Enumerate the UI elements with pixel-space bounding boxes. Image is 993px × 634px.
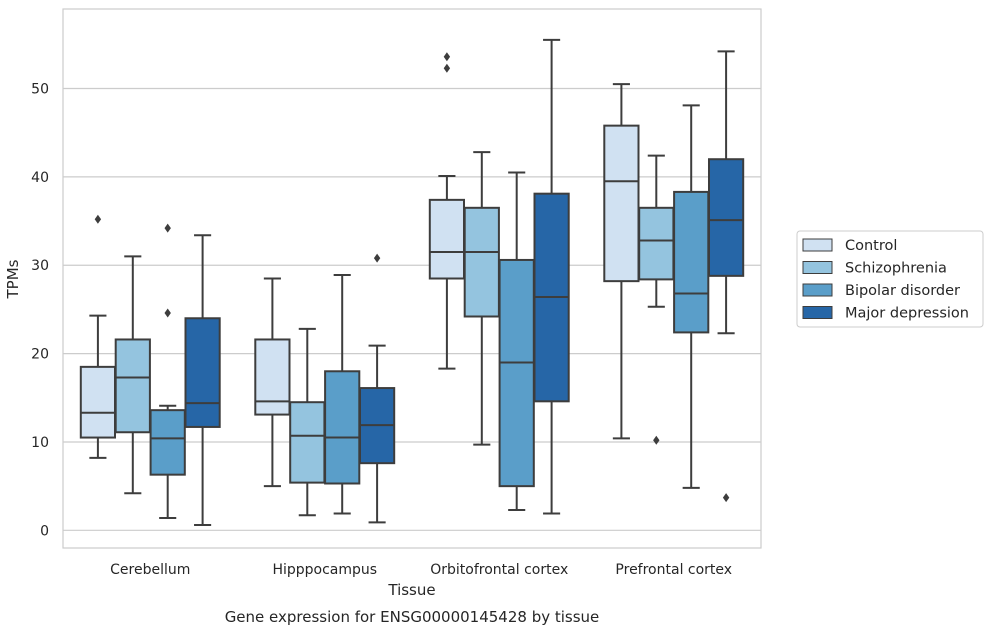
y-axis-title: TPMs	[4, 259, 22, 299]
box-major-depression	[707, 50, 745, 503]
outlier-point	[443, 52, 451, 62]
outlier-point	[653, 435, 660, 445]
legend: Control Schizophrenia Bipolar disorder Majo…	[796, 230, 984, 328]
x-axis-title: Tissue	[387, 581, 435, 599]
y-tick-label: 20	[31, 347, 49, 363]
box-bipolar-disorder	[673, 104, 710, 489]
iqr-box	[638, 206, 675, 281]
iqr-box	[707, 158, 745, 277]
legend-swatch	[802, 306, 833, 319]
x-tick-label: Orbitofrontal cortex	[430, 562, 568, 578]
chart-caption: Gene expression for ENSG00000145428 by t…	[225, 608, 600, 626]
iqr-box	[114, 338, 151, 434]
box-control	[428, 52, 466, 370]
iqr-box	[79, 365, 117, 439]
box-schizophrenia	[638, 154, 675, 445]
outlier-point	[164, 308, 171, 318]
legend-label: Bipolar disorder	[845, 283, 960, 299]
box-control	[79, 214, 117, 459]
iqr-box	[603, 124, 640, 283]
box-schizophrenia	[289, 327, 326, 517]
box-bipolar-disorder	[324, 273, 361, 515]
outlier-point	[164, 223, 171, 233]
box-major-depression	[533, 38, 570, 515]
box-schizophrenia	[114, 255, 151, 495]
iqr-box	[463, 206, 500, 318]
boxes	[79, 38, 745, 527]
iqr-box	[149, 409, 186, 476]
legend-swatch	[802, 261, 833, 274]
y-tick-label: 50	[31, 82, 49, 98]
iqr-box	[428, 198, 466, 280]
legend-label: Schizophrenia	[845, 261, 947, 277]
legend-label: Control	[845, 238, 897, 254]
x-tick-label: Hipppocampus	[272, 562, 377, 578]
iqr-box	[498, 258, 535, 488]
box-bipolar-disorder	[149, 223, 186, 519]
legend-frame	[796, 230, 984, 328]
iqr-box	[673, 190, 710, 334]
box-bipolar-disorder	[498, 171, 535, 512]
box-major-depression	[184, 234, 221, 527]
iqr-box	[289, 401, 326, 484]
iqr-box	[324, 370, 361, 485]
outlier-point	[94, 214, 102, 224]
plot-frame	[62, 8, 762, 549]
outlier-point	[443, 63, 451, 73]
y-tick-label: 30	[31, 258, 49, 274]
y-axis-ticks: 0 10 20 30 40 50	[31, 82, 49, 540]
legend-swatch	[802, 238, 833, 252]
x-tick-label: Cerebellum	[110, 562, 190, 578]
y-tick-label: 10	[31, 435, 49, 451]
legend-label: Major depression	[845, 306, 969, 322]
outlier-point	[373, 253, 381, 263]
box-major-depression	[358, 253, 396, 524]
y-tick-label: 40	[31, 170, 49, 186]
iqr-box	[254, 338, 291, 416]
legend-swatch	[802, 283, 833, 297]
x-tick-label: Prefrontal cortex	[615, 562, 732, 578]
y-tick-label: 0	[40, 523, 49, 539]
outlier-point	[722, 493, 730, 503]
box-control	[254, 277, 291, 488]
box-control	[603, 83, 640, 440]
x-axis-ticks: Cerebellum Hipppocampus Orbitofrontal cort…	[110, 562, 732, 578]
iqr-box	[184, 317, 221, 428]
box-schizophrenia	[463, 151, 500, 446]
